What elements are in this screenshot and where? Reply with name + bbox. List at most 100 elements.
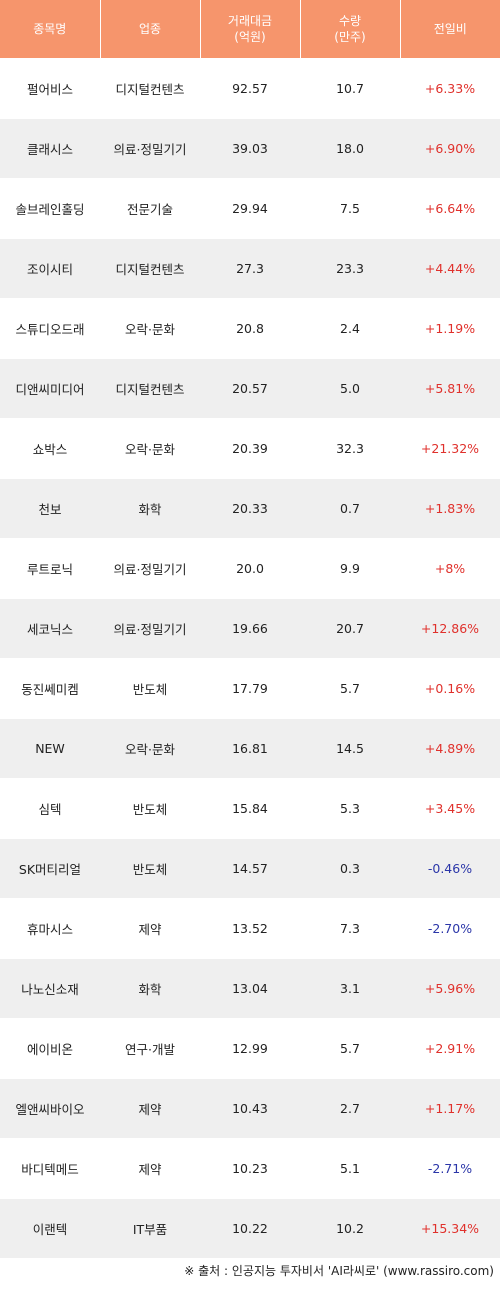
table-row: 솔브레인홀딩 전문기술 29.94 7.5 +6.64% [0,178,500,239]
volume-cell: 10.2 [300,1198,400,1258]
change-cell: +6.33% [400,58,500,119]
volume-cell: 10.7 [300,58,400,119]
amount-cell: 14.57 [200,838,300,899]
change-cell: -2.71% [400,1138,500,1199]
amount-cell: 20.33 [200,478,300,539]
amount-cell: 13.04 [200,958,300,1019]
stock-name-cell: 클래시스 [0,118,100,179]
table-body: 펄어비스 디지털컨텐츠 92.57 10.7 +6.33% 클래시스 의료·정밀기기 39.0… [0,58,500,1258]
sector-cell: IT부품 [100,1198,200,1258]
header-change: 전일비 [400,0,500,59]
amount-cell: 12.99 [200,1018,300,1079]
sector-cell: 전문기술 [100,178,200,239]
change-cell: +2.91% [400,1018,500,1079]
header-volume: 수량 (만주) [300,0,401,59]
amount-cell: 20.8 [200,298,300,359]
change-cell: -0.46% [400,838,500,899]
stock-name-cell: 나노신소재 [0,958,100,1019]
table-row: 펄어비스 디지털컨텐츠 92.57 10.7 +6.33% [0,58,500,119]
volume-cell: 5.1 [300,1138,400,1199]
change-cell: +6.90% [400,118,500,179]
header-trading-amount: 거래대금 (억원) [200,0,301,59]
stock-name-cell: 동진쎄미켐 [0,658,100,719]
table-row: 쇼박스 오락·문화 20.39 32.3 +21.32% [0,418,500,479]
change-cell: -2.70% [400,898,500,959]
header-row: 종목명 업종 거래대금 (억원) 수량 (만주) 전일비 [0,0,500,59]
amount-cell: 39.03 [200,118,300,179]
stock-table: 종목명 업종 거래대금 (억원) 수량 (만주) 전일비 펄어비스 디지털컨텐츠 9… [0,0,500,1258]
header-stock-name: 종목명 [0,0,101,59]
table-row: 디앤씨미디어 디지털컨텐츠 20.57 5.0 +5.81% [0,358,500,419]
amount-cell: 19.66 [200,598,300,659]
stock-name-cell: 바디텍메드 [0,1138,100,1199]
volume-cell: 14.5 [300,718,400,779]
sector-cell: 디지털컨텐츠 [100,58,200,119]
table-row: SK머티리얼 반도체 14.57 0.3 -0.46% [0,838,500,899]
stock-name-cell: 휴마시스 [0,898,100,959]
sector-cell: 화학 [100,478,200,539]
change-cell: +1.83% [400,478,500,539]
sector-cell: 제약 [100,1138,200,1199]
change-cell: +5.96% [400,958,500,1019]
table-row: NEW 오락·문화 16.81 14.5 +4.89% [0,718,500,779]
change-cell: +4.44% [400,238,500,299]
volume-cell: 5.3 [300,778,400,839]
change-cell: +4.89% [400,718,500,779]
amount-cell: 17.79 [200,658,300,719]
stock-name-cell: 쇼박스 [0,418,100,479]
sector-cell: 오락·문화 [100,418,200,479]
volume-cell: 9.9 [300,538,400,599]
table-row: 휴마시스 제약 13.52 7.3 -2.70% [0,898,500,959]
amount-cell: 15.84 [200,778,300,839]
amount-cell: 16.81 [200,718,300,779]
sector-cell: 반도체 [100,658,200,719]
table-row: 루트로닉 의료·정밀기기 20.0 9.9 +8% [0,538,500,599]
sector-cell: 의료·정밀기기 [100,118,200,179]
header-sector: 업종 [100,0,201,59]
amount-cell: 10.43 [200,1078,300,1139]
table-row: 동진쎄미켐 반도체 17.79 5.7 +0.16% [0,658,500,719]
sector-cell: 연구·개발 [100,1018,200,1079]
change-cell: +6.64% [400,178,500,239]
volume-cell: 7.3 [300,898,400,959]
volume-cell: 5.7 [300,658,400,719]
stock-name-cell: 엘앤씨바이오 [0,1078,100,1139]
table-row: 스튜디오드래 오락·문화 20.8 2.4 +1.19% [0,298,500,359]
stock-name-cell: 조이시티 [0,238,100,299]
sector-cell: 반도체 [100,778,200,839]
stock-name-cell: 펄어비스 [0,58,100,119]
sector-cell: 제약 [100,1078,200,1139]
amount-cell: 10.22 [200,1198,300,1258]
table-row: 이랜텍 IT부품 10.22 10.2 +15.34% [0,1198,500,1258]
sector-cell: 디지털컨텐츠 [100,358,200,419]
table-row: 천보 화학 20.33 0.7 +1.83% [0,478,500,539]
stock-name-cell: 에이비온 [0,1018,100,1079]
stock-name-cell: 세코닉스 [0,598,100,659]
table-row: 조이시티 디지털컨텐츠 27.3 23.3 +4.44% [0,238,500,299]
table-row: 클래시스 의료·정밀기기 39.03 18.0 +6.90% [0,118,500,179]
sector-cell: 반도체 [100,838,200,899]
stock-name-cell: 디앤씨미디어 [0,358,100,419]
table-row: 엘앤씨바이오 제약 10.43 2.7 +1.17% [0,1078,500,1139]
table-row: 심텍 반도체 15.84 5.3 +3.45% [0,778,500,839]
stock-name-cell: SK머티리얼 [0,838,100,899]
change-cell: +0.16% [400,658,500,719]
change-cell: +1.17% [400,1078,500,1139]
sector-cell: 제약 [100,898,200,959]
change-cell: +3.45% [400,778,500,839]
change-cell: +8% [400,538,500,599]
amount-cell: 20.39 [200,418,300,479]
amount-cell: 20.57 [200,358,300,419]
amount-cell: 10.23 [200,1138,300,1199]
change-cell: +15.34% [400,1198,500,1258]
amount-cell: 27.3 [200,238,300,299]
stock-name-cell: 솔브레인홀딩 [0,178,100,239]
stock-name-cell: 천보 [0,478,100,539]
sector-cell: 화학 [100,958,200,1019]
change-cell: +5.81% [400,358,500,419]
stock-name-cell: 스튜디오드래 [0,298,100,359]
table-row: 에이비온 연구·개발 12.99 5.7 +2.91% [0,1018,500,1079]
volume-cell: 23.3 [300,238,400,299]
change-cell: +1.19% [400,298,500,359]
